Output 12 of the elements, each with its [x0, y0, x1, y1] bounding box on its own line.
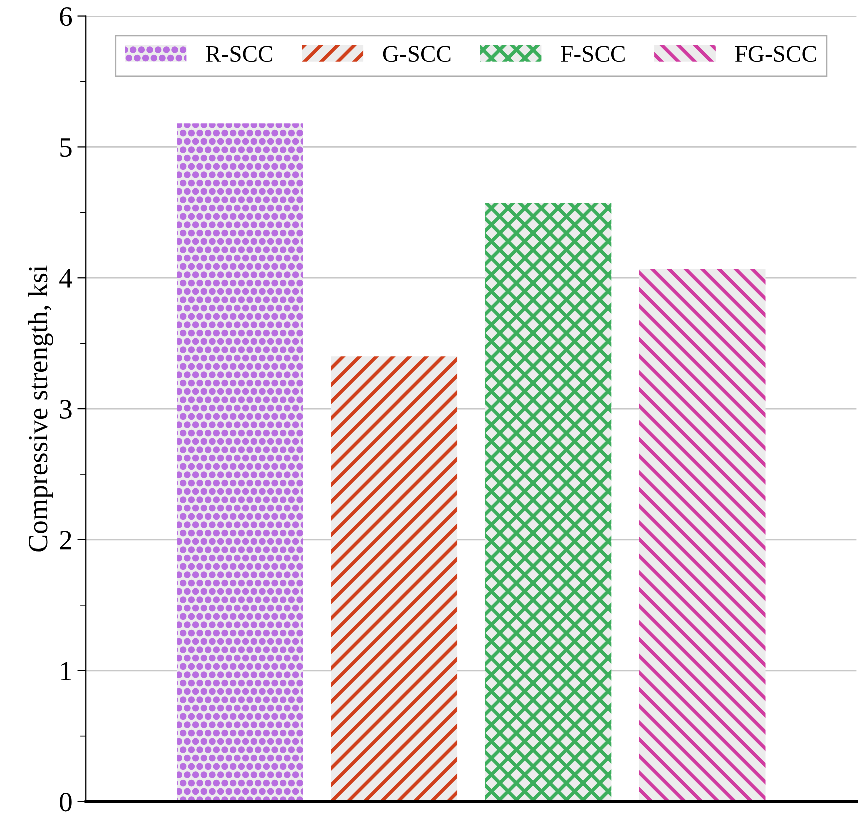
y-tick-label: 3: [60, 400, 72, 419]
y-axis-title: Compressive strength, ksi: [28, 266, 54, 552]
y-tick-label: 2: [60, 531, 72, 550]
legend-label: F-SCC: [561, 46, 625, 62]
y-tick-label: 1: [61, 662, 72, 681]
y-tick-label: 4: [60, 269, 72, 288]
legend-label: FG-SCC: [735, 46, 816, 62]
legend-label: R-SCC: [206, 46, 273, 62]
legend-label: G-SCC: [383, 46, 451, 62]
y-tick-label: 5: [60, 138, 72, 158]
y-tick-label: 0: [60, 792, 72, 812]
y-tick-label: 6: [60, 8, 72, 26]
